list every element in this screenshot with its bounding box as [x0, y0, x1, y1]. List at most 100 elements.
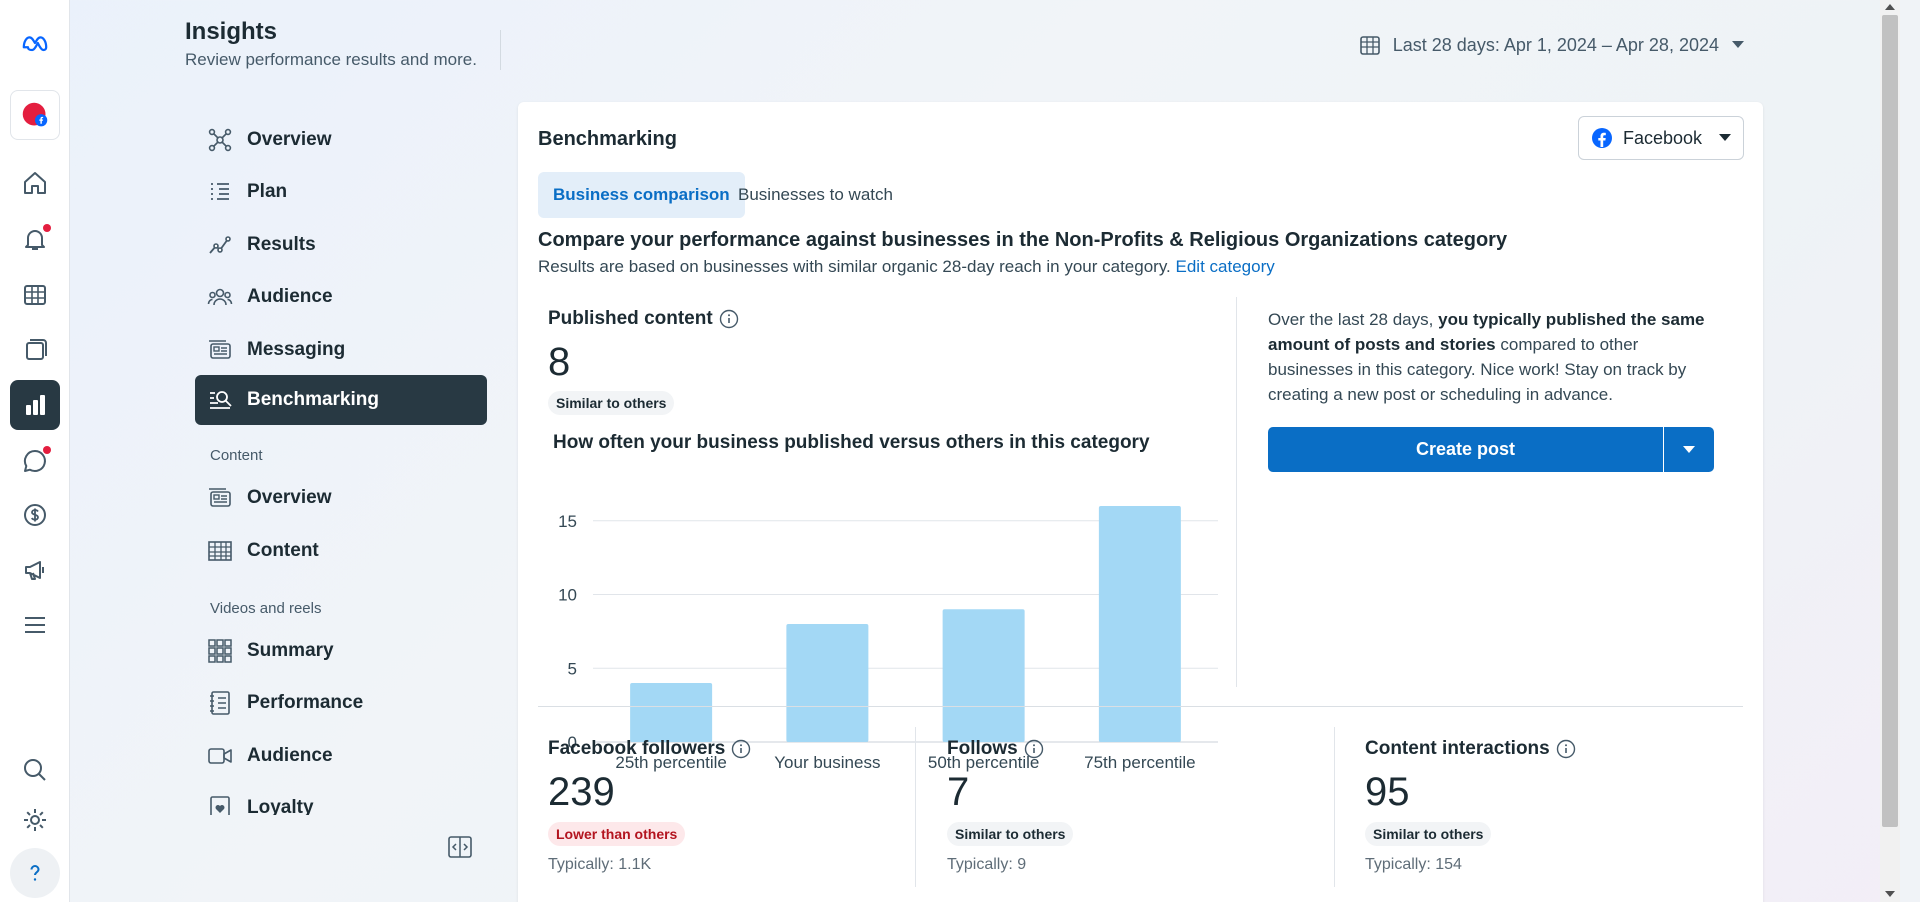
collapse-sidebar-button[interactable]: [447, 835, 473, 859]
loyalty-icon: [210, 796, 230, 815]
metric-value: 7: [947, 770, 970, 814]
status-badge: Lower than others: [548, 822, 686, 846]
facebook-icon: [1592, 128, 1612, 148]
ads-icon[interactable]: [10, 545, 60, 595]
info-icon[interactable]: [1556, 739, 1576, 759]
status-badge: Similar to others: [548, 391, 675, 415]
performance-icon: [210, 691, 230, 715]
bar: [1098, 506, 1181, 742]
scroll-up-arrow[interactable]: [1885, 4, 1895, 10]
window-edge: [1900, 0, 1920, 902]
date-range-picker[interactable]: Last 28 days: Apr 1, 2024 – Apr 28, 2024: [1359, 30, 1745, 60]
metric-label: Follows: [947, 738, 1018, 759]
metric-value: 239: [548, 770, 615, 814]
info-icon[interactable]: [719, 309, 739, 329]
nav-item-benchmarking[interactable]: Benchmarking: [195, 375, 487, 425]
date-range-label: Last 28 days: Apr 1, 2024 – Apr 28, 2024: [1392, 34, 1719, 55]
search-icon[interactable]: [10, 745, 60, 795]
x-tick-label: 50th percentile: [928, 753, 1040, 772]
typical-value: Typically: 9: [947, 856, 1027, 873]
metric-content-interactions-label: Content interactions: [1365, 738, 1576, 760]
typical-value: Typically: 1.1K: [548, 856, 652, 873]
tab-business-comparison[interactable]: Business comparison: [538, 172, 745, 218]
nav-item-video-audience[interactable]: Audience: [195, 731, 487, 781]
platform-selector[interactable]: Facebook: [1578, 116, 1744, 160]
messaging-icon: [209, 340, 231, 359]
notifications-icon[interactable]: [10, 214, 60, 264]
metric-divider: [1334, 727, 1335, 887]
insight-suffix: compared to other businesses in this cat…: [1268, 335, 1687, 404]
overview-icon: [208, 128, 232, 152]
menu-icon[interactable]: [10, 600, 60, 650]
nav-item-results[interactable]: Results: [195, 220, 487, 270]
metric-label: Facebook followers: [548, 738, 726, 759]
metric-value: 95: [1365, 770, 1410, 814]
icon-rail: [0, 0, 70, 902]
tab-businesses-to-watch[interactable]: Businesses to watch: [738, 185, 893, 204]
profile-avatar[interactable]: [10, 90, 60, 140]
nav-item-label: Results: [247, 234, 316, 255]
nav-item-plan[interactable]: Plan: [195, 167, 487, 217]
nav-item-label: Performance: [247, 692, 364, 713]
chart-title: How often your business published versus…: [553, 432, 1150, 453]
nav-item-overview[interactable]: Overview: [195, 115, 487, 165]
x-tick-label: 25th percentile: [615, 753, 727, 772]
caret-down-icon: [1719, 134, 1732, 141]
content-overview-icon: [209, 488, 231, 507]
insights-icon[interactable]: [10, 380, 60, 430]
metric-divider: [915, 727, 916, 887]
insights-sidebar: Overview Plan Results Audience Messaging…: [195, 115, 487, 815]
section-divider: [1236, 297, 1237, 687]
create-post-dropdown-button[interactable]: [1664, 427, 1714, 472]
notification-dot: [43, 224, 51, 232]
insight-emphasis: you typically published the same amount …: [1268, 310, 1705, 354]
platform-label: Facebook: [1623, 127, 1703, 148]
insight-text: Over the last 28 days, you typically pub…: [1268, 307, 1718, 407]
table-icon[interactable]: [10, 270, 60, 320]
metric-label: Content interactions: [1365, 738, 1550, 759]
published-content-bar-chart: 0 5 10 15 25th percentile Your business 50th p…: [558, 506, 1218, 772]
typical-value: Typically: 154: [1365, 856, 1462, 873]
nav-item-loyalty[interactable]: Loyalty: [195, 783, 487, 815]
nav-item-content[interactable]: Content: [195, 526, 487, 576]
create-post-split-button: Create post: [1268, 427, 1714, 472]
settings-icon[interactable]: [10, 795, 60, 845]
pages-icon[interactable]: [10, 324, 60, 374]
chat-icon[interactable]: [10, 436, 60, 486]
nav-item-performance[interactable]: Performance: [195, 678, 487, 728]
video-audience-icon: [208, 748, 232, 764]
home-icon[interactable]: [10, 158, 60, 208]
nav-item-summary[interactable]: Summary: [195, 626, 487, 676]
chevron-down-icon: [1732, 41, 1744, 48]
summary-icon: [208, 639, 232, 663]
nav-item-label: Plan: [247, 181, 288, 202]
y-tick-label: 0: [568, 733, 577, 752]
help-icon[interactable]: [10, 848, 60, 898]
scroll-down-arrow[interactable]: [1885, 891, 1895, 897]
x-tick-label: Your business: [774, 753, 880, 772]
audience-icon: [207, 288, 233, 306]
info-icon[interactable]: [1024, 739, 1044, 759]
nav-item-audience[interactable]: Audience: [195, 272, 487, 322]
monetization-icon[interactable]: [10, 490, 60, 540]
nav-item-content-overview[interactable]: Overview: [195, 473, 487, 523]
bar: [630, 683, 713, 742]
page-title: Insights: [185, 18, 278, 45]
nav-section-content: Content: [210, 447, 263, 464]
info-icon[interactable]: [731, 739, 751, 759]
card-title: Benchmarking: [538, 128, 677, 150]
metric-label: Published content: [548, 308, 713, 329]
y-tick-label: 10: [558, 586, 577, 605]
scrollbar-thumb[interactable]: [1882, 15, 1898, 827]
nav-item-messaging[interactable]: Messaging: [195, 325, 487, 375]
published-content-label: Published content: [548, 308, 739, 330]
create-post-button[interactable]: Create post: [1268, 427, 1663, 472]
comparison-subtext-body: Results are based on businesses with sim…: [538, 257, 1171, 276]
metrics-divider: [538, 706, 1743, 707]
comparison-heading: Compare your performance against busines…: [538, 229, 1508, 251]
nav-item-label: Messaging: [247, 339, 346, 360]
edit-category-link[interactable]: Edit category: [1175, 257, 1275, 276]
meta-logo-icon[interactable]: [10, 18, 60, 68]
nav-item-label: Overview: [247, 129, 332, 150]
plan-icon: [211, 183, 229, 200]
